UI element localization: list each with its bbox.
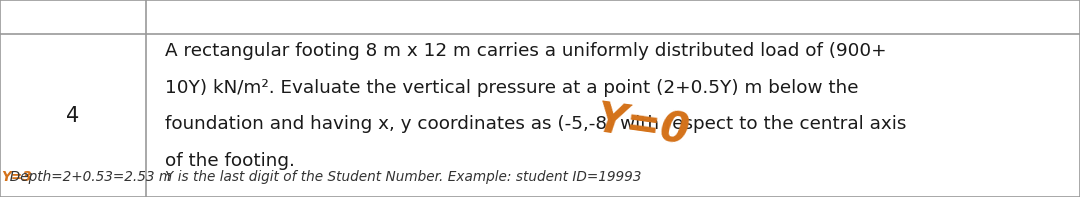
Text: Y=3: Y=3 (1, 170, 31, 184)
Text: Depth=2+0.53=2.53 m: Depth=2+0.53=2.53 m (1, 170, 172, 184)
Text: Y is the last digit of the Student Number. Example: student ID=19993: Y is the last digit of the Student Numbe… (165, 170, 646, 184)
Text: Y=0: Y=0 (593, 99, 692, 154)
Text: of the footing.: of the footing. (165, 152, 295, 170)
Text: 4: 4 (66, 106, 80, 126)
Text: A rectangular footing 8 m x 12 m carries a uniformly distributed load of (900+: A rectangular footing 8 m x 12 m carries… (165, 42, 887, 60)
Text: 10Y) kN/m². Evaluate the vertical pressure at a point (2+0.5Y) m below the: 10Y) kN/m². Evaluate the vertical pressu… (165, 79, 859, 97)
Text: foundation and having x, y coordinates as (-5,-8) with respect to the central ax: foundation and having x, y coordinates a… (165, 115, 906, 133)
